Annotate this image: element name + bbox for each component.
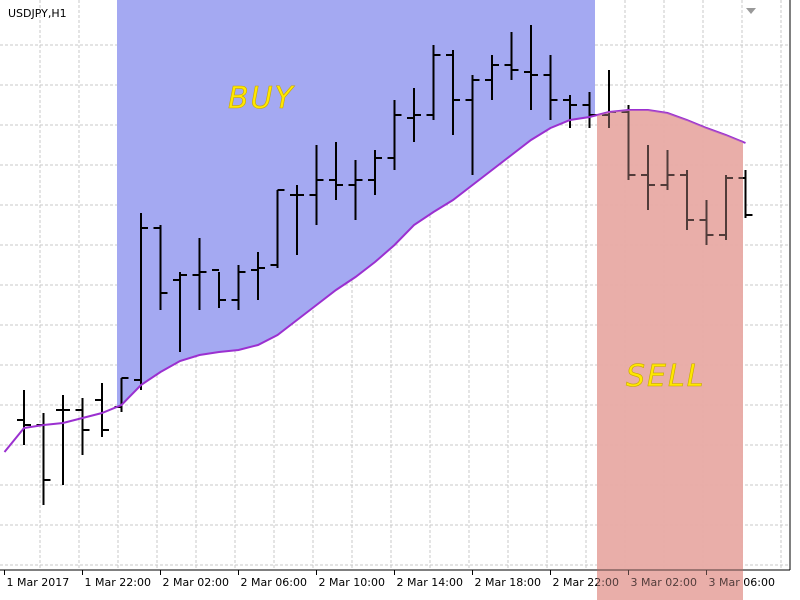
x-tick-label: 2 Mar 10:00 xyxy=(319,576,385,589)
x-tick-label: 3 Mar 02:00 xyxy=(631,576,697,589)
x-tick-label: 2 Mar 02:00 xyxy=(163,576,229,589)
x-tick-label: 1 Mar 2017 xyxy=(7,576,70,589)
x-tick-label: 2 Mar 06:00 xyxy=(241,576,307,589)
x-tick-label: 2 Mar 18:00 xyxy=(475,576,541,589)
x-tick-label: 1 Mar 22:00 xyxy=(85,576,151,589)
moving-average xyxy=(3,109,746,453)
shift-marker xyxy=(746,8,756,14)
x-axis: 1 Mar 2017 1 Mar 22:00 2 Mar 02:00 2 Mar 06… xyxy=(0,0,791,589)
zone-label: SELL xyxy=(626,359,705,394)
chart-title: USDJPY,H1 xyxy=(8,7,67,20)
bars xyxy=(3,25,753,505)
x-tick-label: 2 Mar 14:00 xyxy=(397,576,463,589)
sell-tint xyxy=(597,110,743,600)
x-tick-label: 2 Mar 22:00 xyxy=(553,576,619,589)
x-tick-label: 3 Mar 06:00 xyxy=(709,576,775,589)
zone-label: BUY xyxy=(228,81,296,116)
